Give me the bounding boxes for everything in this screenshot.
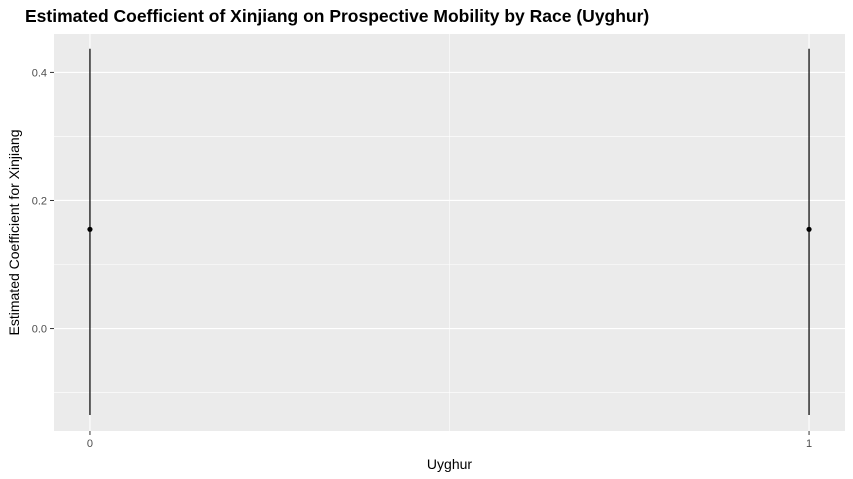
data-marks bbox=[87, 48, 812, 415]
x-tick-label: 0 bbox=[87, 438, 93, 450]
y-axis-ticks: 0.0 0.2 0.4 bbox=[32, 67, 54, 336]
x-axis-title: Uyghur bbox=[427, 456, 472, 472]
y-tick-label: 0.0 bbox=[32, 324, 47, 336]
y-axis-title: Estimated Coefficient for Xinjiang bbox=[6, 130, 22, 336]
minor-gridlines bbox=[54, 34, 845, 431]
y-tick-label: 0.4 bbox=[32, 67, 47, 79]
chart-title: Estimated Coefficient of Xinjiang on Pro… bbox=[25, 6, 650, 26]
data-point bbox=[806, 226, 812, 232]
y-tick-label: 0.2 bbox=[32, 195, 47, 207]
data-point bbox=[87, 226, 93, 232]
x-tick-label: 1 bbox=[806, 438, 812, 450]
